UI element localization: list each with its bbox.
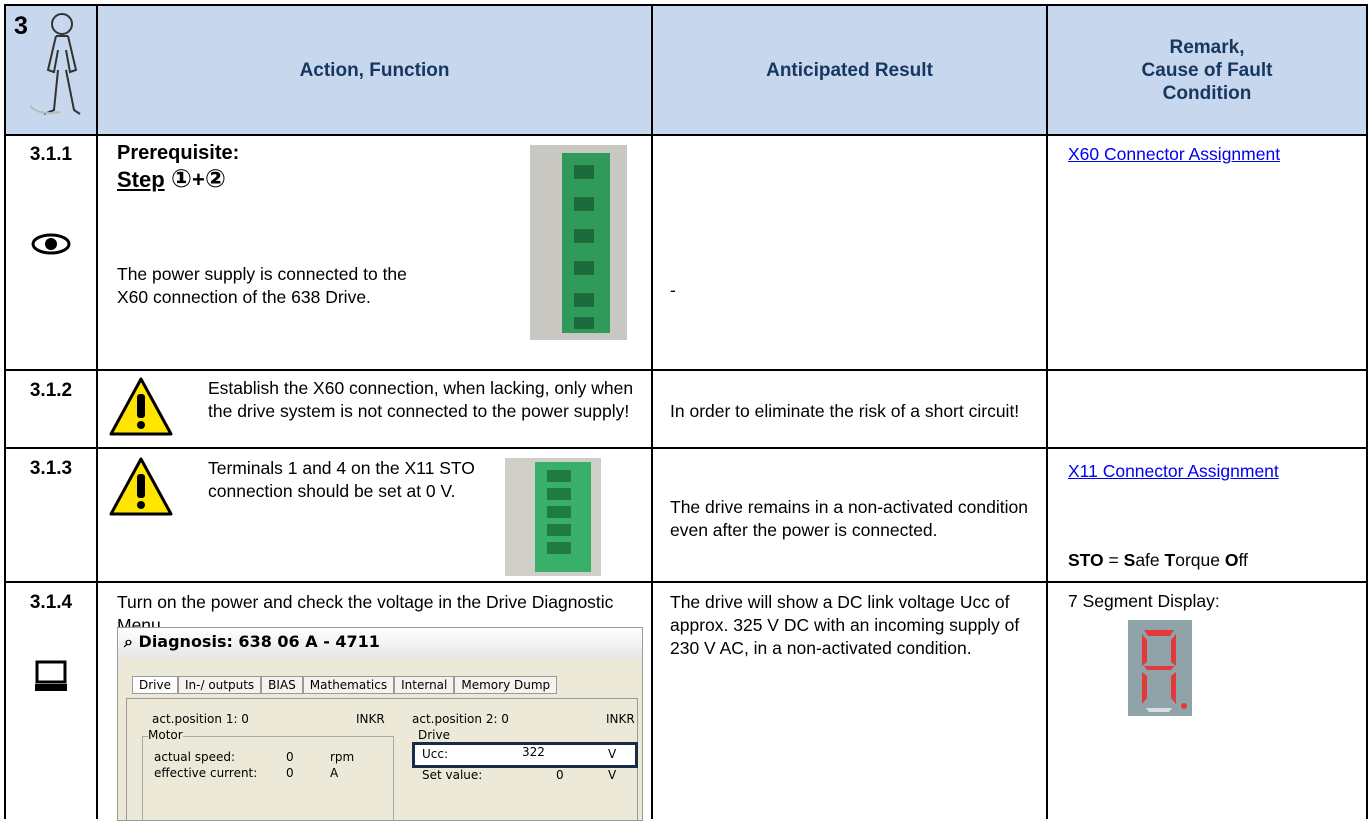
result-text: The drive remains in a non-activated con… xyxy=(670,497,1028,540)
field: effective current: xyxy=(154,766,258,780)
col-header: Anticipated Result xyxy=(652,5,1047,135)
note-segment: STO xyxy=(1068,550,1104,570)
step-num: ② xyxy=(204,164,227,193)
note-segment: S xyxy=(1123,550,1136,570)
tab[interactable]: Mathematics xyxy=(302,676,395,694)
action-text: The power supply is connected to the X60… xyxy=(117,264,407,307)
field: A xyxy=(330,766,339,780)
field: V xyxy=(608,747,617,761)
group-label: Motor xyxy=(148,728,183,742)
seven-segment-image xyxy=(1128,620,1192,716)
note-segment: ff xyxy=(1238,550,1248,570)
figure-icon xyxy=(30,13,81,115)
step-label: Step xyxy=(117,167,165,192)
tab[interactable]: Memory Dump xyxy=(454,676,558,694)
step-line: Step ①+② xyxy=(117,164,226,193)
note-segment: = xyxy=(1103,550,1124,570)
col-header: Remark, Cause of Fault Condition xyxy=(1047,5,1367,135)
warning-icon xyxy=(109,377,173,436)
tab[interactable]: Drive xyxy=(132,676,178,694)
tab-bar: Drive In-/ outputs BIAS Mathematics Internal… xyxy=(132,676,558,694)
group-label: Drive xyxy=(418,728,450,742)
field: Set value: xyxy=(422,768,483,782)
field: INKR xyxy=(606,712,635,726)
col-title: Anticipated Result xyxy=(766,59,933,81)
eye-icon xyxy=(31,233,71,255)
note-segment: afe xyxy=(1135,550,1165,570)
remark-note: STO = Safe Torque Off xyxy=(1068,550,1248,571)
field: act.position 1: 0 xyxy=(152,712,249,726)
col-title: Condition xyxy=(1162,82,1252,104)
field: rpm xyxy=(330,750,355,764)
remark-link[interactable]: X11 Connector Assignment xyxy=(1068,461,1279,481)
note-segment: orque xyxy=(1175,550,1225,570)
action-text: Establish the X60 connection, when lacki… xyxy=(208,378,634,421)
diagnosis-window: ⌕ Diagnosis: 638 06 A - 4711 Drive In-/ o… xyxy=(117,627,643,821)
row-id: 3.1.1 xyxy=(29,144,73,165)
row-id: 3.1.2 xyxy=(29,380,73,401)
header-bg xyxy=(5,5,1367,135)
tab[interactable]: Internal xyxy=(394,676,455,694)
computer-icon xyxy=(35,660,67,691)
step-number: 3 xyxy=(14,12,28,40)
field: act.position 2: 0 xyxy=(412,712,509,726)
prereq-heading: Prerequisite: xyxy=(117,142,240,164)
note-segment: T xyxy=(1164,550,1176,570)
field: 0 xyxy=(556,768,564,782)
field: actual speed: xyxy=(154,750,236,764)
row-id: 3.1.4 xyxy=(29,592,73,613)
window-title: ⌕ Diagnosis: 638 06 A - 4711 xyxy=(124,632,380,651)
row-id: 3.1.3 xyxy=(29,458,73,479)
tab[interactable]: BIAS xyxy=(261,676,303,694)
result-text: The drive will show a DC link voltage Uc… xyxy=(670,592,1020,658)
field: INKR xyxy=(356,712,385,726)
field: 0 xyxy=(286,750,294,764)
col-title: Cause of Fault xyxy=(1141,59,1273,81)
step-num: ① xyxy=(170,164,192,193)
tab[interactable]: In-/ outputs xyxy=(178,676,262,694)
field: Ucc: xyxy=(422,747,449,761)
note-segment: O xyxy=(1224,550,1239,570)
result-text: - xyxy=(670,280,676,300)
col-title: Action, Function xyxy=(299,59,450,81)
field: 0 xyxy=(286,766,294,780)
field: V xyxy=(608,768,617,782)
connector-image xyxy=(530,145,627,340)
col-header: Action, Function xyxy=(97,5,652,135)
col-title: Remark, xyxy=(1169,36,1245,58)
result-text: In order to eliminate the risk of a shor… xyxy=(670,401,1020,421)
remark-link[interactable]: X60 Connector Assignment xyxy=(1068,144,1281,164)
step-plus: + xyxy=(191,167,205,192)
remark-text: 7 Segment Display: xyxy=(1068,591,1220,611)
window-title-text: Diagnosis: 638 06 A - 4711 xyxy=(138,632,380,651)
warning-icon xyxy=(109,457,173,516)
connector-image xyxy=(505,458,601,576)
action-text: Terminals 1 and 4 on the X11 STO connect… xyxy=(208,458,475,501)
field: 322 xyxy=(522,745,545,759)
